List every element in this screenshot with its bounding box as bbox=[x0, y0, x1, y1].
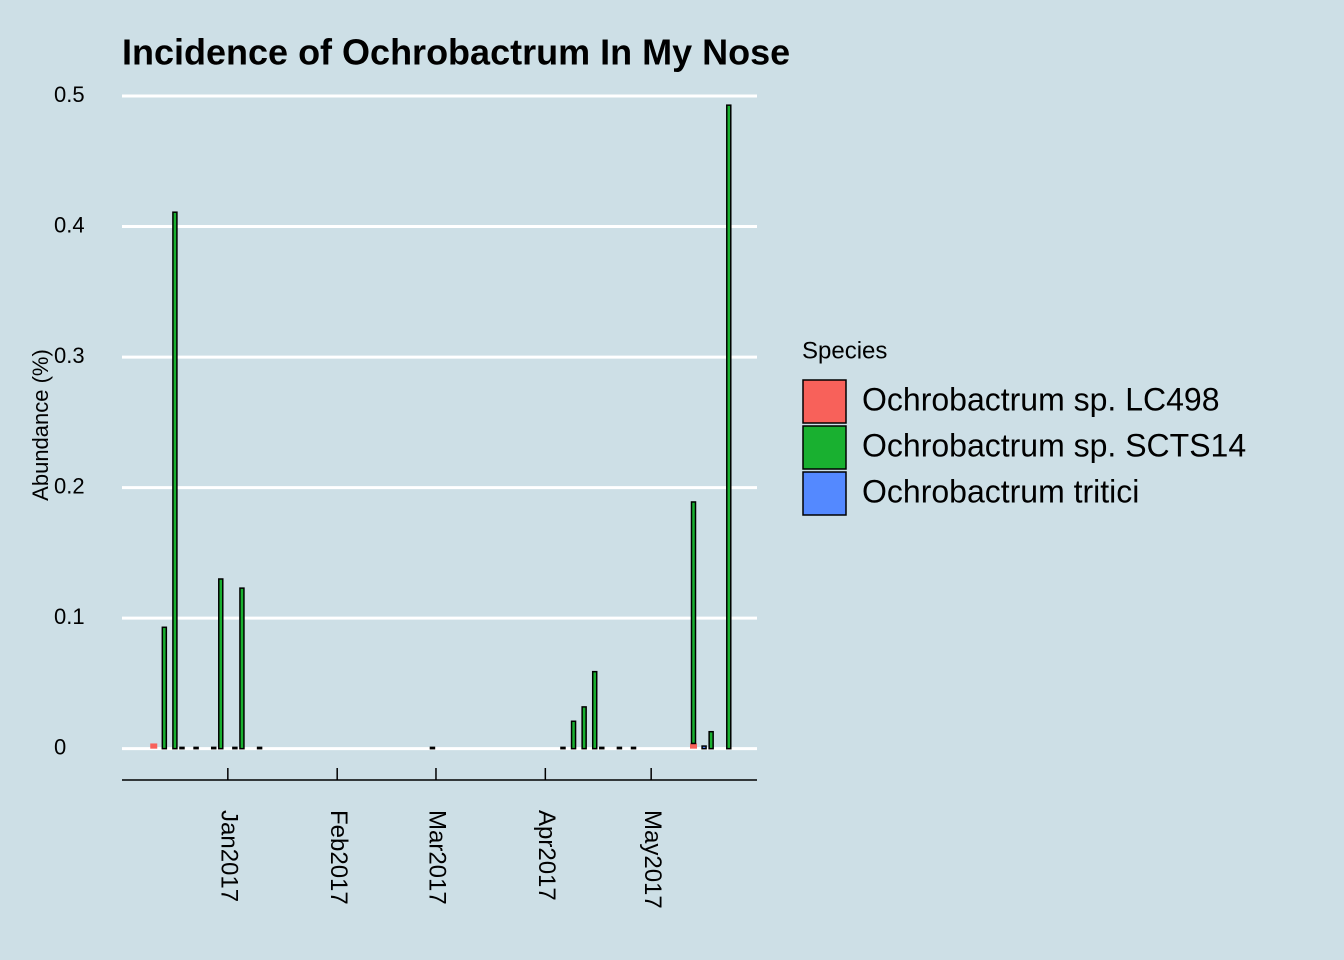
legend-label: Ochrobactrum sp. SCTS14 bbox=[862, 427, 1246, 463]
y-tick-label: 0 bbox=[54, 734, 66, 759]
bar bbox=[172, 211, 178, 750]
legend-key bbox=[802, 379, 847, 424]
bar bbox=[591, 670, 598, 750]
bar bbox=[560, 746, 566, 750]
bar bbox=[232, 746, 238, 750]
legend-key bbox=[802, 471, 847, 516]
legend-label: Ochrobactrum tritici bbox=[862, 473, 1139, 509]
y-tick-label: 0.5 bbox=[54, 82, 85, 107]
legend-label: Ochrobactrum sp. LC498 bbox=[862, 381, 1220, 417]
bar bbox=[256, 746, 263, 750]
bar bbox=[630, 746, 637, 750]
y-axis-label: Abundance (%) bbox=[28, 349, 53, 501]
bar bbox=[210, 746, 217, 750]
bar bbox=[616, 746, 623, 750]
bar bbox=[690, 743, 697, 749]
bar bbox=[193, 746, 199, 750]
bar bbox=[218, 578, 224, 750]
x-tick-label: Mar2017 bbox=[424, 810, 451, 905]
bar bbox=[726, 104, 732, 750]
x-tick-label: Apr2017 bbox=[533, 810, 560, 901]
y-tick-label: 0.1 bbox=[54, 604, 85, 629]
bar bbox=[161, 626, 168, 750]
bar bbox=[570, 720, 577, 750]
x-tick-label: Feb2017 bbox=[325, 810, 352, 905]
y-tick-label: 0.3 bbox=[54, 343, 85, 368]
x-tick-label: May2017 bbox=[639, 810, 666, 909]
chart-title: Incidence of Ochrobactrum In My Nose bbox=[122, 32, 790, 73]
legend-key bbox=[802, 425, 847, 470]
y-tick-label: 0.4 bbox=[54, 212, 85, 237]
bar bbox=[179, 746, 185, 750]
bar bbox=[701, 745, 707, 750]
bar bbox=[429, 746, 436, 750]
bar bbox=[708, 730, 714, 750]
bar bbox=[239, 587, 245, 750]
bar bbox=[599, 746, 605, 750]
bar bbox=[150, 743, 158, 749]
y-tick-label: 0.2 bbox=[54, 473, 85, 498]
bar bbox=[581, 706, 587, 750]
legend-title: Species bbox=[802, 337, 887, 364]
x-tick-label: Jan2017 bbox=[215, 810, 242, 902]
bar bbox=[690, 501, 697, 745]
